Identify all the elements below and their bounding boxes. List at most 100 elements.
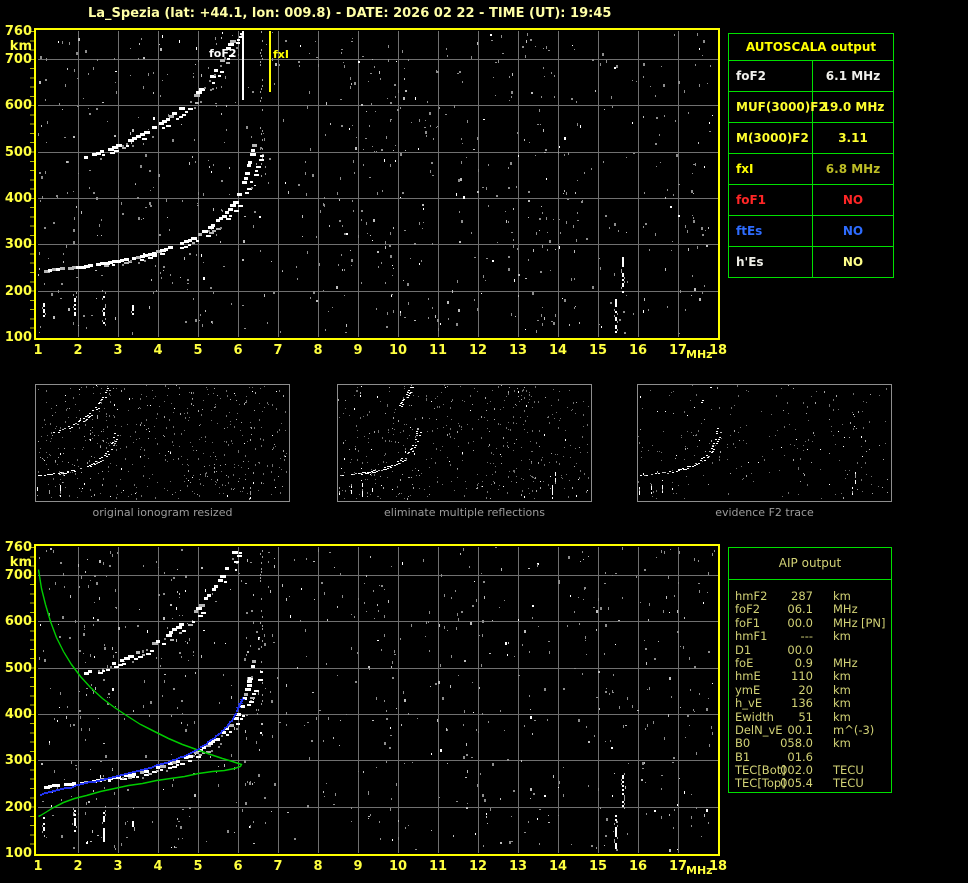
x-axis-tick-label: 5 bbox=[193, 343, 203, 358]
x-axis-tick-label: 16 bbox=[628, 343, 648, 358]
x-axis-tick-label: 5 bbox=[193, 859, 203, 874]
autoscala-output-table: AUTOSCALA output foF2 6.1 MHz MUF(3000)F… bbox=[728, 33, 894, 278]
aip-row-ewidth: Ewidth 51 km bbox=[729, 710, 891, 724]
aip-unit: km bbox=[833, 589, 851, 603]
thumbnail-caption: evidence F2 trace bbox=[715, 506, 814, 519]
fxi-marker-label: fxI bbox=[273, 48, 289, 61]
thumbnail-caption: original ionogram resized bbox=[92, 506, 233, 519]
aip-row-fof2: foF2 06.1 MHz bbox=[729, 602, 891, 617]
row-label: h'Es bbox=[729, 247, 813, 277]
x-axis-tick-label: 14 bbox=[548, 343, 568, 358]
aip-extra: [PN] bbox=[861, 615, 886, 630]
aip-label: hmE bbox=[735, 669, 761, 684]
x-axis-tick-label: 4 bbox=[153, 859, 163, 874]
aip-panel-title: AIP output bbox=[778, 556, 842, 570]
aip-unit: km bbox=[833, 696, 851, 711]
aip-row-tec-bot-: TEC[Bot] 002.0 TECU bbox=[729, 763, 891, 778]
autoscala-table-title: AUTOSCALA output bbox=[745, 40, 877, 54]
aip-value: 136 bbox=[791, 696, 813, 711]
aip-value: 287 bbox=[791, 589, 813, 603]
aip-value: 058.0 bbox=[780, 736, 813, 751]
row-value: 6.8 MHz bbox=[825, 162, 881, 176]
aip-label: DelN_vE bbox=[735, 722, 783, 737]
bottom-ionogram-bitmap bbox=[38, 547, 718, 853]
table-row-fof1: foF1 NO bbox=[729, 184, 893, 215]
aip-unit: km bbox=[833, 736, 851, 751]
aip-label: foE bbox=[735, 655, 754, 670]
x-axis-unit-label: MHz bbox=[686, 864, 713, 877]
x-axis-tick-label: 6 bbox=[233, 343, 243, 358]
x-axis-tick-label: 15 bbox=[588, 343, 608, 358]
row-value: NO bbox=[842, 224, 864, 238]
x-axis-tick-label: 10 bbox=[388, 859, 408, 874]
y-axis-tick-label: 500 bbox=[4, 660, 32, 676]
aip-row-d1: D1 00.0 bbox=[729, 642, 891, 657]
x-axis-tick-label: 12 bbox=[468, 859, 488, 874]
x-axis-tick-label: 15 bbox=[588, 859, 608, 874]
row-value: NO bbox=[842, 193, 864, 207]
y-axis-tick-label: 200 bbox=[4, 799, 32, 815]
aip-unit: MHz bbox=[833, 615, 858, 630]
x-axis-tick-label: 1 bbox=[33, 859, 43, 874]
y-axis-tick-label: 300 bbox=[4, 753, 32, 769]
y-axis-tick-label: 100 bbox=[4, 330, 32, 345]
x-axis-tick-label: 6 bbox=[233, 859, 243, 874]
y-axis-tick-label: 400 bbox=[4, 190, 32, 206]
aip-label: B0 bbox=[735, 736, 751, 751]
aip-label: D1 bbox=[735, 642, 752, 657]
aip-value: --- bbox=[800, 629, 813, 644]
y-axis-tick-label: 100 bbox=[4, 846, 32, 861]
x-axis-tick-label: 8 bbox=[313, 343, 323, 358]
aip-value: 01.6 bbox=[787, 749, 813, 764]
y-axis-tick-label: 200 bbox=[4, 283, 32, 299]
x-axis-tick-label: 2 bbox=[73, 859, 83, 874]
aip-label: ymE bbox=[735, 682, 761, 697]
aip-label: h_vE bbox=[735, 696, 763, 711]
aip-value: 00.1 bbox=[787, 722, 813, 737]
y-axis-tick-label: 760 bbox=[4, 24, 32, 39]
x-axis-tick-label: 18 bbox=[708, 343, 728, 358]
x-axis-tick-label: 14 bbox=[548, 859, 568, 874]
aip-unit: m^(-3) bbox=[833, 722, 875, 737]
y-axis-tick-label: 600 bbox=[4, 98, 32, 114]
aip-output-panel: AIP output hmF2 287 km foF2 06.1 MHz foF1 00.0 M… bbox=[728, 547, 892, 793]
aip-unit: km bbox=[833, 682, 851, 697]
aip-row-yme: ymE 20 km bbox=[729, 682, 891, 697]
top-ionogram-bitmap bbox=[38, 31, 718, 337]
y-axis-tick-label: 600 bbox=[4, 614, 32, 630]
x-axis-tick-label: 17 bbox=[668, 859, 688, 874]
aip-value: 06.1 bbox=[787, 602, 813, 617]
x-axis-tick-label: 10 bbox=[388, 343, 408, 358]
y-axis-tick-label: 700 bbox=[4, 51, 32, 67]
x-axis-tick-label: 9 bbox=[353, 343, 363, 358]
aip-label: TEC[Bot] bbox=[735, 763, 786, 778]
x-axis-tick-label: 2 bbox=[73, 343, 83, 358]
x-axis-tick-label: 11 bbox=[428, 859, 448, 874]
table-row-ftes: ftEs NO bbox=[729, 215, 893, 246]
row-value: 19.0 MHz bbox=[821, 100, 885, 114]
x-axis-tick-label: 4 bbox=[153, 343, 163, 358]
aip-header-separator bbox=[729, 579, 891, 580]
aip-unit: km bbox=[833, 629, 851, 644]
row-value: 3.11 bbox=[838, 131, 868, 145]
aip-unit: MHz bbox=[833, 602, 858, 617]
row-label: foF2 bbox=[729, 61, 813, 91]
row-label: fxI bbox=[729, 154, 813, 184]
aip-row-hmf1: hmF1 --- km bbox=[729, 629, 891, 644]
aip-row-hmf2: hmF2 287 km bbox=[729, 589, 891, 603]
aip-row-hme: hmE 110 km bbox=[729, 669, 891, 684]
x-axis-tick-label: 3 bbox=[113, 859, 123, 874]
aip-row-tec-top-: TEC[Top] 005.4 TECU bbox=[729, 776, 891, 791]
table-row-fof2: foF2 6.1 MHz bbox=[729, 60, 893, 91]
aip-label: B1 bbox=[735, 749, 751, 764]
aip-unit: TECU bbox=[833, 776, 864, 791]
y-axis-tick-label: 760 bbox=[4, 540, 32, 555]
aip-row-fof1: foF1 00.0 MHz [PN] bbox=[729, 615, 891, 630]
aip-value: 0.9 bbox=[794, 655, 813, 670]
top-ionogram-left-ticks bbox=[30, 31, 34, 337]
aip-value: 00.0 bbox=[787, 642, 813, 657]
row-label: ftEs bbox=[729, 216, 813, 246]
aip-value: 110 bbox=[791, 669, 813, 684]
row-label: MUF(3000)F2 bbox=[729, 92, 827, 122]
